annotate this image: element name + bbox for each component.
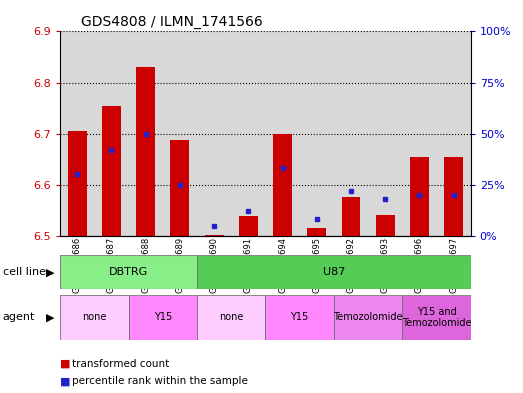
Text: GDS4808 / ILMN_1741566: GDS4808 / ILMN_1741566 bbox=[81, 15, 263, 29]
Text: U87: U87 bbox=[323, 267, 345, 277]
Bar bbox=[402, 295, 471, 340]
Bar bbox=[231, 31, 266, 236]
Bar bbox=[94, 31, 129, 236]
Text: none: none bbox=[82, 312, 107, 322]
Text: none: none bbox=[219, 312, 243, 322]
Bar bbox=[170, 140, 189, 236]
Text: Temozolomide: Temozolomide bbox=[333, 312, 403, 322]
Bar bbox=[60, 295, 129, 340]
Text: agent: agent bbox=[3, 312, 35, 322]
Text: cell line: cell line bbox=[3, 267, 46, 277]
Bar bbox=[266, 31, 300, 236]
Bar bbox=[129, 295, 197, 340]
Text: percentile rank within the sample: percentile rank within the sample bbox=[72, 376, 247, 386]
Bar bbox=[197, 31, 231, 236]
Bar bbox=[60, 255, 197, 289]
Text: ▶: ▶ bbox=[47, 267, 55, 277]
Text: ■: ■ bbox=[60, 376, 71, 386]
Bar bbox=[266, 295, 334, 340]
Bar bbox=[163, 31, 197, 236]
Bar bbox=[197, 255, 471, 289]
Bar bbox=[342, 198, 360, 236]
Bar bbox=[437, 31, 471, 236]
Bar bbox=[129, 31, 163, 236]
Bar bbox=[273, 134, 292, 236]
Bar bbox=[60, 31, 94, 236]
Bar bbox=[102, 106, 121, 236]
Bar bbox=[402, 31, 437, 236]
Bar bbox=[137, 67, 155, 236]
Text: ■: ■ bbox=[60, 358, 71, 369]
Text: Y15 and
Temozolomide: Y15 and Temozolomide bbox=[402, 307, 471, 328]
Bar bbox=[334, 31, 368, 236]
Text: transformed count: transformed count bbox=[72, 358, 169, 369]
Bar bbox=[68, 131, 87, 236]
Bar bbox=[300, 31, 334, 236]
Bar bbox=[197, 295, 266, 340]
Text: Y15: Y15 bbox=[290, 312, 309, 322]
Bar bbox=[376, 215, 394, 236]
Bar bbox=[444, 157, 463, 236]
Bar bbox=[368, 31, 402, 236]
Text: DBTRG: DBTRG bbox=[109, 267, 148, 277]
Bar bbox=[239, 217, 258, 236]
Bar bbox=[410, 157, 429, 236]
Text: Y15: Y15 bbox=[154, 312, 172, 322]
Bar bbox=[204, 235, 223, 236]
Bar bbox=[334, 295, 402, 340]
Bar bbox=[308, 228, 326, 236]
Text: ▶: ▶ bbox=[47, 312, 55, 322]
